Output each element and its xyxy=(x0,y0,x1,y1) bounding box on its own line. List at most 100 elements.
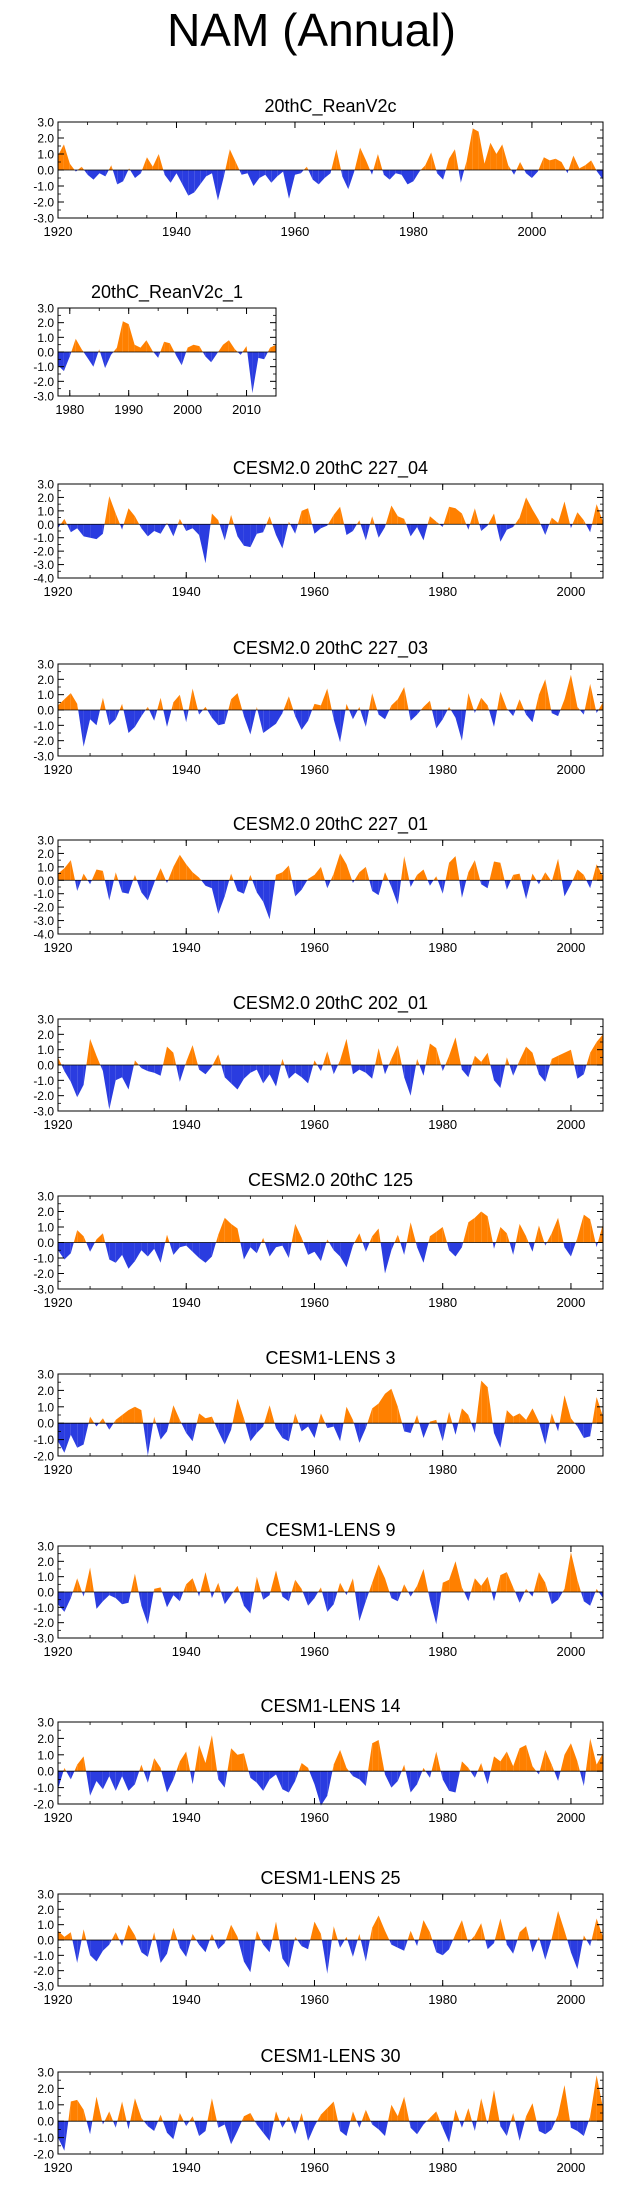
positive-area xyxy=(113,347,117,352)
negative-area xyxy=(288,1771,296,1793)
negative-area xyxy=(449,1771,456,1793)
negative-area xyxy=(167,524,174,537)
negative-area xyxy=(515,1592,520,1603)
positive-area xyxy=(134,1406,142,1424)
negative-area xyxy=(349,1771,353,1777)
positive-area xyxy=(200,1572,206,1592)
positive-area xyxy=(314,703,321,710)
y-tick-label: 0.0 xyxy=(37,518,54,532)
y-tick-label: 3.0 xyxy=(37,834,54,848)
negative-area xyxy=(263,524,267,533)
positive-area xyxy=(211,513,219,525)
negative-area xyxy=(64,1065,71,1082)
positive-area xyxy=(385,872,389,881)
positive-area xyxy=(254,1576,257,1592)
positive-area xyxy=(158,154,164,170)
negative-area xyxy=(524,710,527,715)
positive-area xyxy=(564,1395,571,1424)
y-tick-label: 0.0 xyxy=(37,1417,54,1431)
positive-area xyxy=(515,1223,520,1243)
negative-area xyxy=(64,1242,71,1260)
negative-area xyxy=(365,1242,370,1252)
positive-area xyxy=(331,149,337,170)
negative-area xyxy=(252,352,259,394)
negative-area xyxy=(570,524,573,529)
negative-area xyxy=(397,1592,402,1602)
positive-area xyxy=(150,1758,155,1772)
positive-area xyxy=(357,706,360,710)
positive-area xyxy=(73,1230,78,1243)
positive-area xyxy=(468,693,474,710)
negative-area xyxy=(282,1592,289,1602)
negative-area xyxy=(115,710,120,720)
positive-area xyxy=(530,873,533,881)
x-tick-label: 1920 xyxy=(44,1295,73,1310)
negative-area xyxy=(468,1592,471,1602)
negative-area xyxy=(519,1592,525,1603)
negative-area xyxy=(256,880,264,902)
negative-area xyxy=(347,1940,353,1957)
positive-area xyxy=(584,683,591,710)
negative-area xyxy=(295,880,302,897)
negative-area xyxy=(263,1771,270,1791)
negative-area xyxy=(410,880,415,887)
negative-area xyxy=(330,170,332,174)
positive-area xyxy=(147,706,150,710)
negative-area xyxy=(583,1592,591,1606)
positive-area xyxy=(585,1738,591,1772)
negative-area xyxy=(545,1940,552,1960)
positive-area xyxy=(464,160,467,170)
negative-area xyxy=(471,1423,475,1433)
positive-area xyxy=(243,1753,249,1772)
negative-area xyxy=(327,880,331,889)
negative-area xyxy=(205,1242,212,1263)
negative-area xyxy=(122,1065,129,1090)
positive-area xyxy=(346,864,352,881)
positive-area xyxy=(367,1408,373,1424)
negative-area xyxy=(82,1592,84,1597)
positive-area xyxy=(500,1751,507,1772)
positive-area xyxy=(570,1552,578,1592)
negative-area xyxy=(598,1592,603,1599)
negative-area xyxy=(327,1771,333,1796)
negative-area xyxy=(211,1242,216,1257)
positive-area xyxy=(494,2090,500,2122)
negative-area xyxy=(70,1592,73,1599)
positive-area xyxy=(551,1055,559,1065)
positive-area xyxy=(361,2109,366,2122)
positive-area xyxy=(241,2116,244,2122)
y-tick-label: -2.0 xyxy=(33,375,54,389)
positive-area xyxy=(218,1217,225,1243)
negative-area xyxy=(574,1065,578,1079)
negative-area xyxy=(70,1771,75,1780)
positive-area xyxy=(295,1936,298,1940)
negative-area xyxy=(449,2121,454,2143)
positive-area xyxy=(340,1038,347,1065)
negative-area xyxy=(224,1423,232,1445)
positive-area xyxy=(577,1214,584,1243)
negative-area xyxy=(437,1423,443,1442)
positive-area xyxy=(442,1227,447,1243)
negative-area xyxy=(173,1771,177,1780)
positive-area xyxy=(164,341,170,352)
negative-area xyxy=(486,2121,488,2125)
negative-area xyxy=(378,2121,385,2136)
positive-area xyxy=(590,1042,597,1065)
negative-area xyxy=(167,1940,171,1954)
negative-area xyxy=(269,1771,276,1780)
negative-area xyxy=(109,1940,112,1945)
negative-area xyxy=(385,1242,392,1274)
negative-area xyxy=(474,1771,478,1778)
positive-area xyxy=(404,687,409,710)
positive-area xyxy=(340,506,345,525)
positive-area xyxy=(538,1936,540,1940)
positive-area xyxy=(218,520,220,525)
negative-area xyxy=(383,170,390,180)
negative-area xyxy=(532,710,536,723)
positive-area xyxy=(294,1936,296,1940)
positive-area xyxy=(592,864,597,881)
positive-area xyxy=(314,866,321,881)
negative-area xyxy=(221,1592,225,1605)
positive-area xyxy=(551,1217,559,1243)
positive-area xyxy=(234,349,238,352)
